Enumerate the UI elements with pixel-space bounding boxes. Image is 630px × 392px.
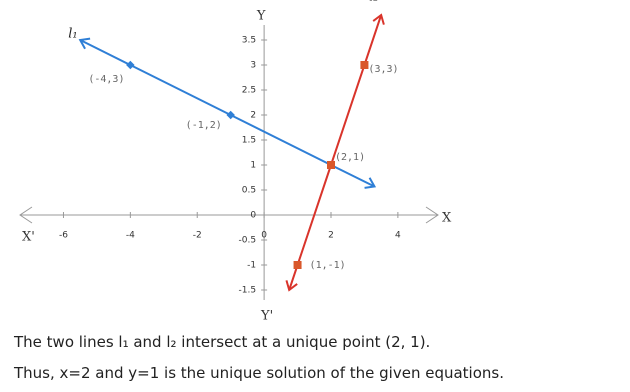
caption-line: Thus, x=2 and y=1 is the unique solution… (14, 364, 504, 382)
line-label: l₂ (369, 0, 378, 5)
line-arrow (364, 177, 377, 189)
x-tick-label: 4 (395, 231, 401, 241)
axis-arrow (19, 206, 33, 224)
axis-label: Y (256, 9, 266, 24)
y-tick-label: 3 (250, 61, 256, 71)
y-tick-label: 0.5 (242, 186, 256, 196)
axis-label: X' (22, 230, 35, 245)
y-tick-label: -0.5 (239, 236, 257, 246)
point-label: (2,1) (335, 152, 365, 163)
y-tick-label: 3.5 (242, 36, 256, 46)
y-tick-label: 2 (250, 111, 256, 121)
line-label: l₁ (68, 27, 77, 42)
axis-label: X (442, 211, 452, 226)
point-label: (-1,2) (186, 120, 222, 131)
point-marker (293, 261, 302, 269)
caption-line: The two lines l₁ and l₂ intersect at a u… (14, 333, 431, 351)
chart: X X' Y Y' -6 -4 -2 0 2 4 -1.5 -1 -0.5 0 0.5 1 1.5 2 2.5 3 3.… (19, 0, 452, 324)
line-arrow (372, 13, 385, 25)
y-tick-label: -1 (247, 261, 256, 271)
point-marker (326, 161, 335, 169)
x-tick-label: -6 (59, 231, 68, 241)
axis-label: Y' (260, 309, 273, 324)
point-label: (3,3) (368, 64, 398, 75)
x-tick-label: 0 (261, 231, 267, 241)
x-tick-label: 2 (328, 231, 334, 241)
point-label: (-4,3) (88, 74, 124, 85)
x-tick-label: -2 (193, 231, 202, 241)
y-tick-label: -1.5 (239, 286, 257, 296)
axis-arrow (425, 206, 439, 224)
point-label: (1,-1) (310, 260, 346, 271)
point-marker (126, 60, 135, 70)
y-tick-label: 2.5 (242, 86, 256, 96)
point-marker (360, 61, 369, 69)
x-tick-label: -4 (126, 231, 135, 241)
y-tick-label: 1.5 (242, 136, 256, 146)
point-marker (226, 110, 235, 120)
y-tick-label: 0 (250, 211, 256, 221)
line-arrow (285, 280, 298, 292)
line-arrow (78, 37, 91, 50)
y-tick-label: 1 (250, 161, 256, 171)
